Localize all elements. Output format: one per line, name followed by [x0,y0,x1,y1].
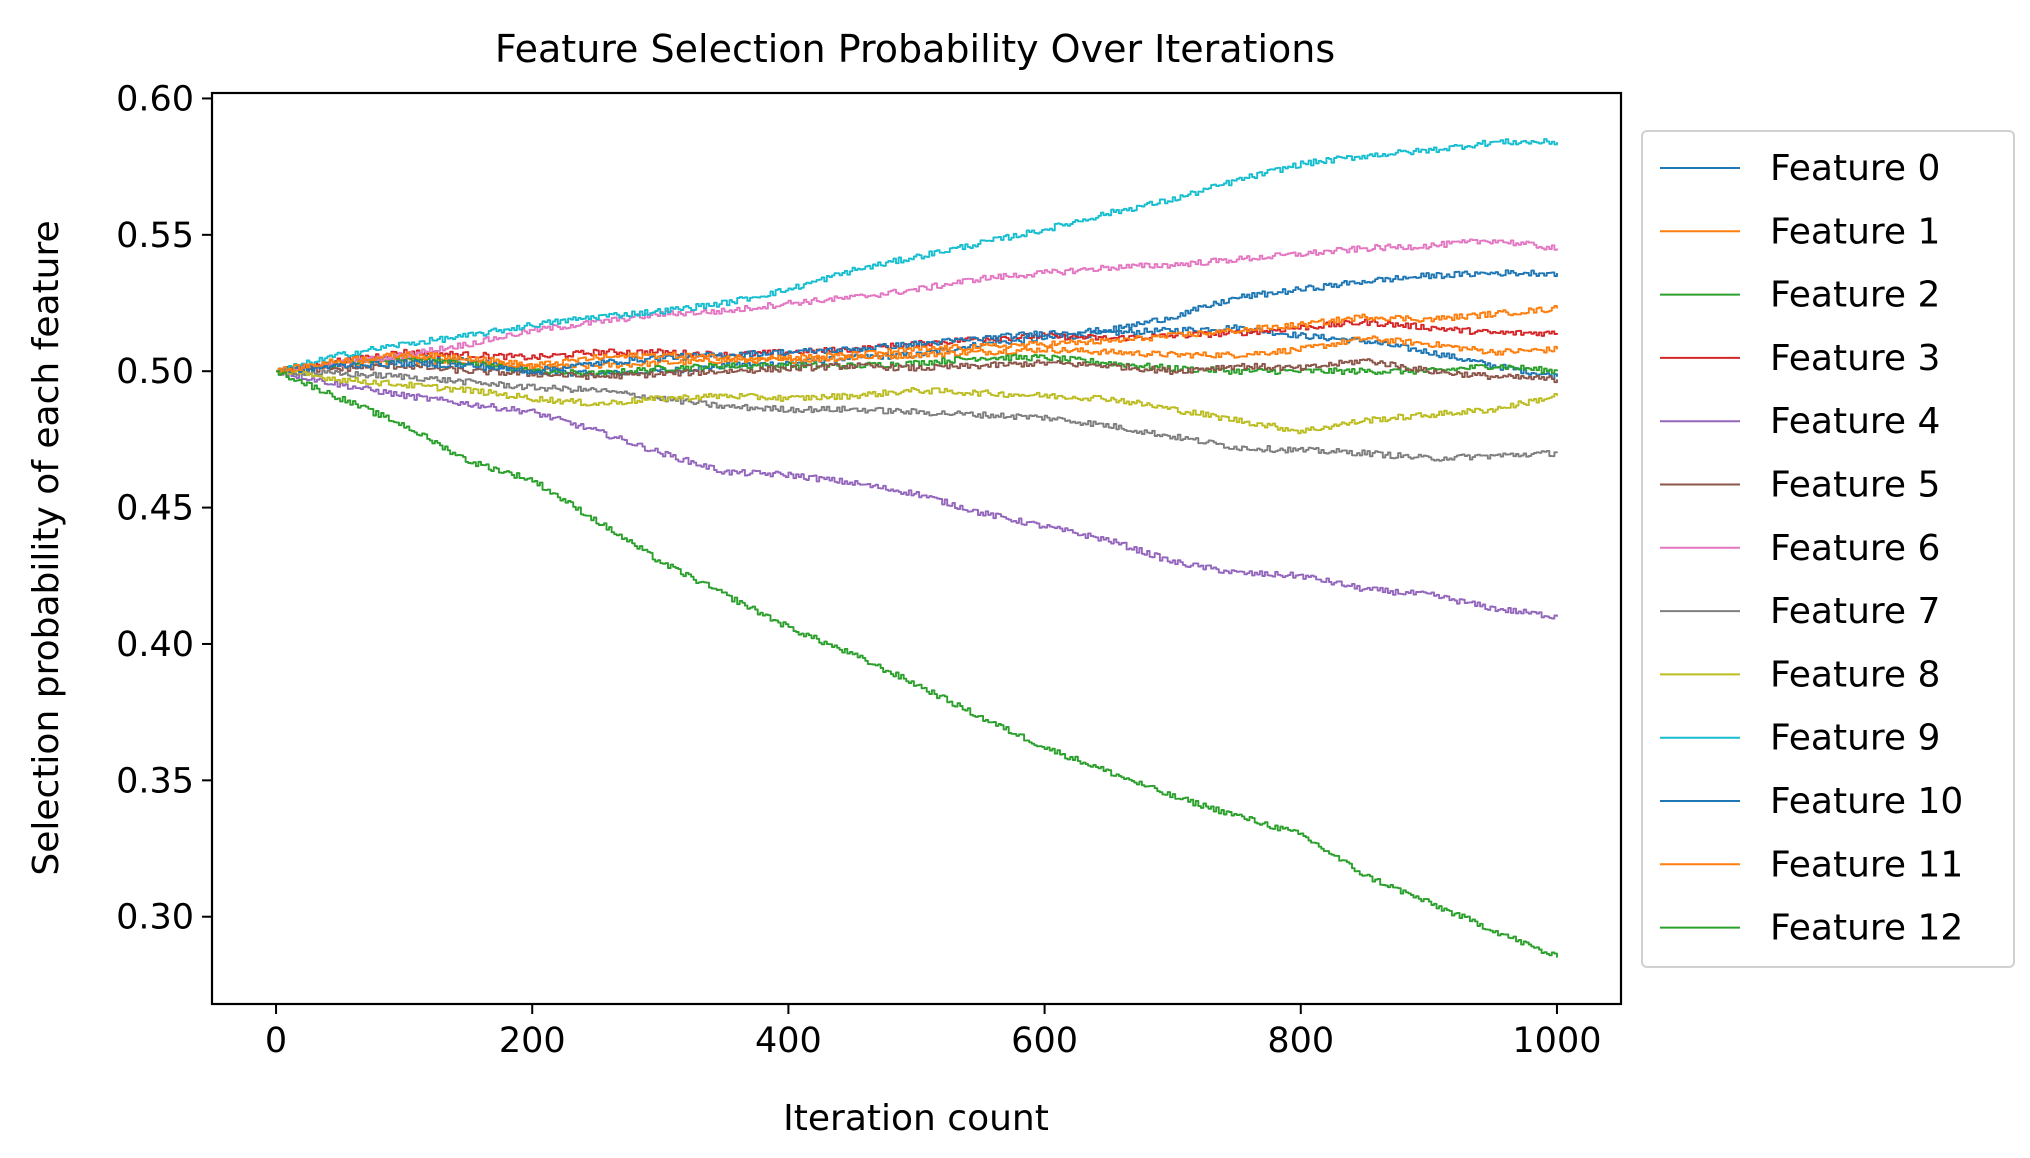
series-line-11 [276,305,1558,373]
y-tick-label: 0.60 [116,79,194,119]
plot-frame [210,91,1623,1006]
y-axis-label: Selection probability of each feature [26,220,67,875]
legend-label-9: Feature 9 [1770,718,1940,759]
series-line-9 [276,138,1558,373]
legend-label-11: Feature 11 [1770,844,1963,885]
x-axis-label: Iteration count [783,1098,1049,1139]
x-tick-label: 600 [1011,1021,1078,1061]
legend-entries: Feature 0 Feature 1 Feature 2 Feature 3 Feat… [1660,148,1963,949]
y-tick-label: 0.45 [116,489,194,529]
y-tick-label: 0.55 [116,216,194,256]
series-line-6 [276,238,1558,373]
y-tick-label: 0.35 [116,761,194,801]
x-tick-label: 800 [1267,1021,1334,1061]
series-line-10 [276,269,1558,375]
legend-label-0: Feature 0 [1770,148,1940,189]
legend-label-5: Feature 5 [1770,465,1940,506]
y-tick-label: 0.50 [116,352,194,392]
series-line-7 [276,367,1558,462]
legend-frame [1641,130,2015,968]
legend-label-7: Feature 7 [1770,591,1940,632]
series-line-5 [276,358,1558,384]
x-tick-label: 200 [499,1021,566,1061]
legend-label-12: Feature 12 [1770,908,1963,949]
series-line-12 [276,370,1558,958]
legend-label-6: Feature 6 [1770,528,1940,569]
legend: Feature 0 Feature 1 Feature 2 Feature 3 Feat… [1641,130,2015,968]
x-axis-ticks: 0 200 400 600 800 1000 [265,1004,1601,1061]
x-tick-label: 400 [755,1021,822,1061]
y-tick-label: 0.40 [116,625,194,665]
legend-label-3: Feature 3 [1770,338,1940,379]
series-line-8 [276,370,1558,435]
legend-label-8: Feature 8 [1770,654,1940,695]
legend-label-10: Feature 10 [1770,781,1963,822]
legend-label-4: Feature 4 [1770,401,1940,442]
y-tick-label: 0.30 [116,898,194,938]
chart-title: Feature Selection Probability Over Itera… [495,27,1335,71]
y-axis-ticks: 0.30 0.35 0.40 0.45 0.50 0.55 0.60 [116,79,212,938]
series-line-4 [276,370,1558,620]
legend-label-1: Feature 1 [1770,211,1940,252]
series-lines [276,138,1558,958]
x-tick-label: 0 [265,1021,287,1061]
legend-label-2: Feature 2 [1770,275,1940,316]
x-tick-label: 1000 [1512,1021,1601,1061]
